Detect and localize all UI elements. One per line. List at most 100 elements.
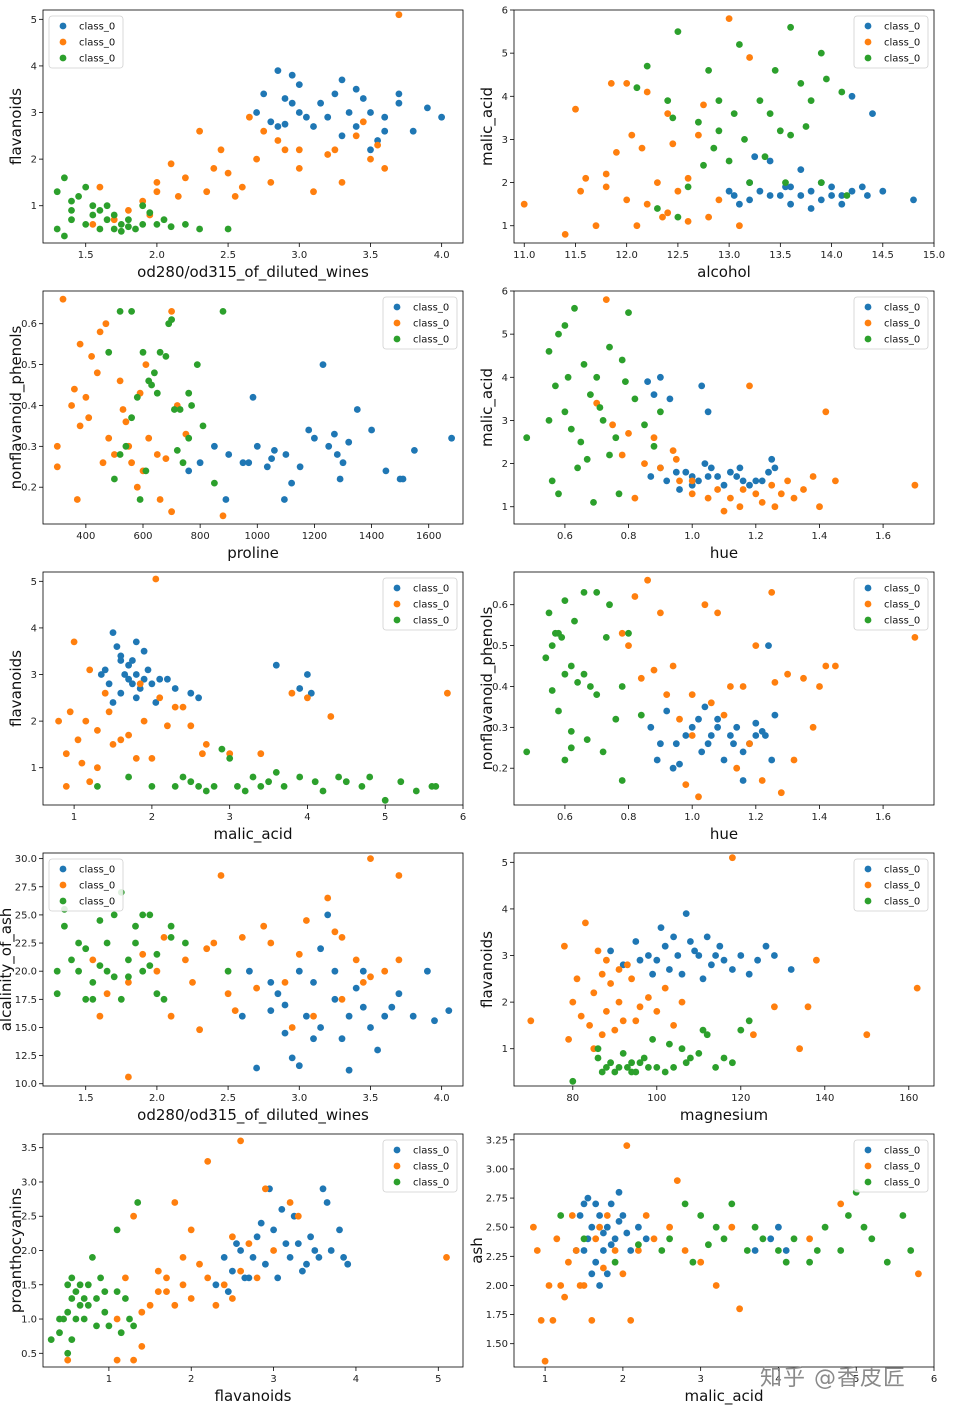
data-point — [913, 984, 921, 992]
data-point — [687, 1054, 694, 1062]
data-point — [619, 1212, 627, 1219]
y-tick-label: 4 — [31, 623, 37, 634]
y-tick-label: 6 — [502, 287, 508, 298]
data-point — [295, 165, 303, 172]
data-point — [728, 1223, 736, 1231]
data-point — [600, 1229, 607, 1237]
data-point — [163, 1274, 170, 1282]
data-point — [160, 934, 168, 941]
data-point — [122, 1295, 129, 1302]
legend: class_0 class_0 class_0 — [48, 858, 124, 912]
data-point — [669, 447, 677, 454]
scatter-panel-7: 1.5 2.0 2.5 3.0 3.5 4.0 10.0 12.5 15.0 17.5 20.0 22… — [0, 852, 464, 1125]
data-point — [317, 99, 324, 107]
legend-label: class_0 — [79, 38, 115, 49]
data-point — [580, 1235, 588, 1243]
legend-label: class_0 — [884, 319, 920, 330]
data-point — [311, 1247, 319, 1254]
data-point — [858, 183, 866, 191]
legend-box — [48, 15, 124, 69]
data-point — [582, 174, 590, 182]
series-class_2 — [523, 589, 645, 784]
data-point — [715, 127, 723, 135]
data-point — [204, 1158, 212, 1165]
data-point — [82, 717, 90, 725]
data-point — [68, 216, 75, 224]
legend-label: class_0 — [884, 865, 920, 876]
legend: class_0 class_0 class_0 — [853, 577, 929, 631]
data-point — [64, 1308, 72, 1316]
data-point — [224, 967, 232, 975]
data-point — [642, 1212, 650, 1219]
data-point — [156, 694, 164, 702]
legend-marker — [393, 1162, 401, 1170]
data-point — [103, 216, 111, 224]
data-point — [89, 979, 97, 986]
data-point — [727, 732, 734, 739]
data-point — [593, 691, 601, 698]
data-point — [628, 975, 635, 983]
data-point — [212, 1281, 220, 1289]
data-point — [342, 778, 350, 786]
data-point — [311, 778, 319, 786]
data-point — [117, 227, 125, 235]
x-tick-label: 1.2 — [748, 531, 764, 542]
data-point — [910, 196, 917, 204]
data-point — [796, 1045, 803, 1053]
data-point — [93, 1295, 100, 1302]
data-point — [615, 490, 623, 498]
data-point — [645, 994, 652, 1001]
data-point — [623, 196, 631, 204]
data-point — [715, 196, 723, 204]
data-point — [623, 1229, 631, 1237]
data-point — [636, 1003, 644, 1011]
data-point — [632, 1017, 640, 1025]
data-point — [86, 778, 94, 786]
y-tick-label: 20.0 — [15, 967, 37, 978]
data-point — [552, 382, 559, 390]
data-point — [649, 1036, 656, 1043]
data-point — [806, 1235, 813, 1243]
data-point — [628, 1068, 635, 1076]
data-point — [663, 707, 671, 715]
data-point — [688, 691, 696, 698]
data-point — [140, 717, 148, 725]
legend-label: class_0 — [884, 335, 920, 346]
data-point — [860, 1223, 868, 1231]
data-point — [128, 308, 136, 315]
data-point — [113, 1356, 121, 1364]
data-point — [618, 629, 626, 637]
data-point — [124, 956, 132, 964]
data-point — [714, 473, 721, 480]
data-point — [821, 1223, 829, 1231]
data-point — [600, 1247, 607, 1254]
data-point — [657, 740, 664, 748]
data-point — [125, 661, 132, 669]
data-point — [317, 945, 324, 953]
data-point — [94, 783, 101, 790]
data-point — [345, 109, 353, 116]
legend-label: class_0 — [884, 1146, 920, 1157]
data-point — [672, 740, 680, 748]
y-tick-label: 17.5 — [15, 995, 37, 1006]
data-point — [822, 662, 830, 670]
data-point — [345, 1012, 353, 1020]
data-point — [105, 708, 113, 716]
data-point — [638, 144, 646, 152]
x-tick-label: 3 — [226, 812, 232, 823]
data-point — [111, 451, 118, 458]
data-point — [609, 421, 616, 429]
data-point — [145, 377, 153, 385]
legend-marker — [59, 865, 67, 873]
data-point — [245, 459, 253, 467]
y-tick-label: 2 — [502, 459, 508, 470]
data-point — [746, 481, 753, 489]
data-point — [263, 463, 271, 471]
x-tick-label: 140 — [815, 1093, 834, 1104]
data-point — [153, 389, 161, 397]
data-point — [185, 467, 193, 475]
data-point — [710, 144, 718, 152]
x-tick-label: 1.6 — [875, 812, 891, 823]
data-point — [257, 783, 265, 790]
legend: class_0 class_0 class_0 — [48, 15, 124, 69]
